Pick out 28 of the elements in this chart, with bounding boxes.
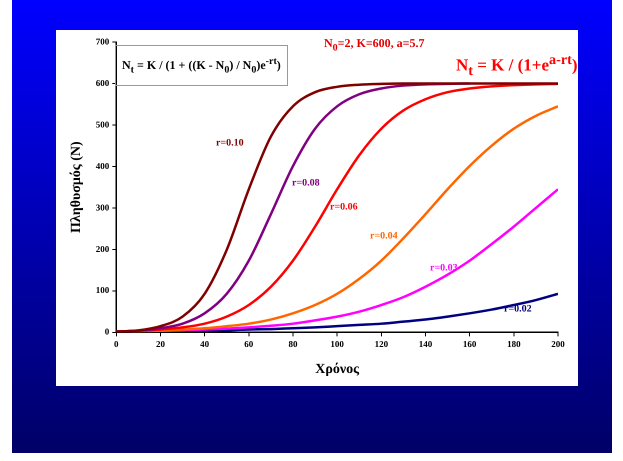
x-tick-label: 0 [114,339,120,350]
series-label: r=0.08 [292,178,320,189]
x-axis-title: Χρόνος [315,362,360,378]
x-tick-label: 180 [507,339,522,350]
y-tick-label: 100 [96,285,110,296]
y-tick-label: 700 [96,36,110,46]
x-tick-label: 160 [462,339,477,350]
x-tick-label: 120 [374,339,389,350]
y-tick-label: 500 [96,119,110,130]
x-tick-label: 80 [288,339,298,350]
y-tick-label: 300 [96,202,110,212]
x-tick-label: 200 [551,339,566,350]
y-tick-label: 200 [96,244,110,254]
y-tick-label: 600 [96,78,110,88]
x-tick-label: 140 [418,339,433,350]
text: N$_{t}$ = K / (1 + ((K - N$_{0}$) / N$_{0}$)e$^{-rt}$) [122,56,281,76]
x-tick-label: 20 [156,339,166,350]
annotation: N$_{t}$ = K / (1+e$^{a-rt}$) [456,52,578,80]
series-label: r=0.10 [216,138,244,149]
x-tick-label: 60 [244,339,254,350]
y-axis-title: Πληθυσμός (N) [69,141,84,234]
series-label: r=0.06 [330,202,358,213]
x-tick-label: 40 [200,339,210,350]
y-tick-label: 0 [104,326,110,337]
y-tick-label: 400 [96,160,110,171]
annotation: N$_{0}$=2, K=600, a=5.7 [324,36,425,54]
series-label: r=0.04 [370,230,398,242]
x-tick-label: 100 [330,339,344,350]
